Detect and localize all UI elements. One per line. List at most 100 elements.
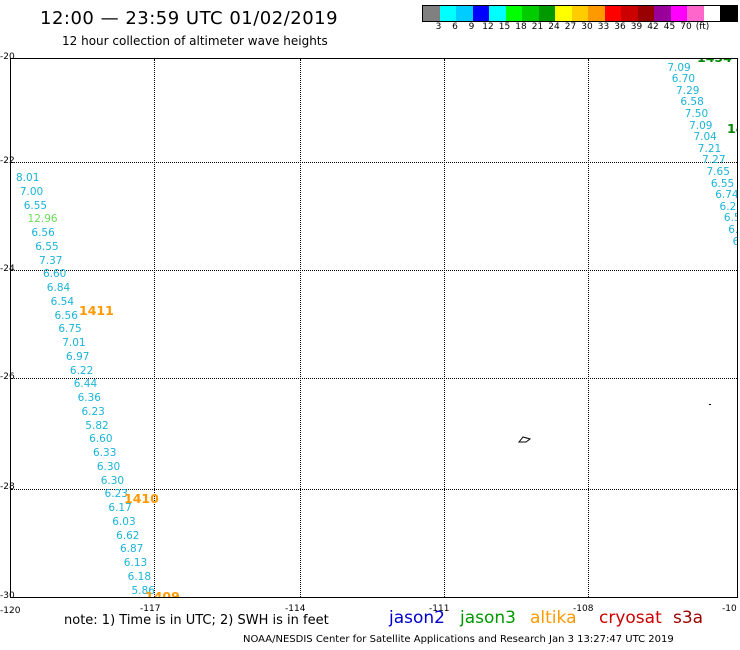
lon-tick-label: -10 (722, 604, 737, 614)
gridline-lat-22 (11, 162, 737, 163)
wave-height-value: 6.5 (728, 224, 738, 236)
color-swatch (604, 6, 621, 21)
wave-height-value: 6.54 (50, 295, 75, 308)
color-scale-label: 24 (548, 22, 560, 32)
time-label-14: 14 (727, 121, 737, 136)
wave-height-value: 7.37 (39, 254, 63, 267)
color-swatch (621, 6, 638, 21)
gridline-lon-114 (300, 59, 301, 597)
wave-height-value: 6.30 (96, 460, 121, 473)
footer-note: note: 1) Time is in UTC; 2) SWH is in fe… (64, 613, 329, 628)
wave-height-value: 12.96 (27, 213, 58, 226)
satellite-legend-s3a: s3a (673, 608, 704, 628)
color-swatch (588, 6, 605, 21)
color-scale-label: 30 (581, 22, 593, 32)
color-scale-label: (ft) (695, 22, 710, 32)
gridline-lon-111 (444, 59, 445, 597)
color-scale-label: 18 (515, 22, 527, 32)
wave-height-value: 7.27 (702, 154, 726, 167)
time-label-1411: 1411 (79, 303, 114, 318)
gridline-lon-108 (588, 59, 589, 597)
island-outline (517, 436, 532, 443)
lat-tick-label: -30 (0, 591, 15, 601)
color-swatch (538, 6, 555, 21)
wave-height-value: 6.62 (116, 529, 140, 542)
color-swatch (720, 6, 737, 21)
color-swatch (703, 6, 720, 21)
color-swatch (456, 6, 473, 21)
wave-height-value: 6 (733, 236, 737, 248)
satellite-legend-jason2: jason2 (389, 608, 445, 628)
wave-height-value: 7.09 (689, 119, 713, 132)
color-swatch (637, 6, 654, 21)
map-subtitle: 12 hour collection of altimeter wave hei… (62, 34, 328, 48)
satellite-legend-altika: altika (530, 608, 577, 628)
wave-height-value: 6.30 (100, 474, 125, 487)
gridline-lat-26 (11, 378, 737, 379)
lat-tick-label: -24 (0, 264, 15, 274)
lat-tick-label: -28 (0, 482, 15, 492)
wave-height-value: 8.01 (16, 172, 40, 184)
wave-height-value: 6.55 (710, 177, 735, 190)
color-scale-label: 12 (482, 22, 494, 32)
gridline-lon-117 (154, 59, 155, 597)
wave-height-value: 6.18 (127, 570, 152, 583)
color-scale-label: 3 (435, 22, 442, 32)
lat-tick-label: -26 (0, 372, 15, 382)
wave-height-value: 6.33 (93, 447, 117, 459)
color-scale-label: 21 (531, 22, 544, 32)
wave-height-value: 6.23 (104, 488, 128, 501)
lat-tick-label: -22 (0, 156, 15, 166)
map-plot-area: 8.01 7.00 6.55 12.96 6.56 6.55 7.37 6.60 6.84 6.5… (10, 58, 738, 598)
color-scale-label: 33 (597, 22, 610, 32)
wave-height-color-scale (422, 5, 738, 22)
wave-height-value: 6.58 (680, 96, 704, 109)
wave-height-value: 5.82 (85, 419, 109, 432)
color-swatch (555, 6, 572, 21)
color-swatch (670, 6, 687, 21)
color-swatch (489, 6, 506, 21)
wave-height-value: 6.84 (46, 282, 71, 294)
wave-height-value: 6.03 (112, 515, 136, 528)
wave-height-value: 6.70 (671, 73, 696, 86)
lon-tick-label: -117 (140, 604, 161, 614)
color-scale-label: 70 (680, 22, 692, 32)
lat-tick-label: -20 (0, 52, 15, 62)
map-title: 12:00 — 23:59 UTC 01/02/2019 (40, 8, 339, 29)
color-scale-label: 42 (647, 22, 659, 32)
color-swatch (522, 6, 539, 21)
wave-height-value: 7.21 (697, 142, 722, 155)
wave-height-value: 7.01 (62, 337, 86, 349)
island-dot (709, 404, 711, 405)
credit-line: NOAA/NESDIS Center for Satellite Applica… (243, 634, 674, 645)
wave-height-value: 6.75 (58, 323, 82, 336)
wave-height-value: 7.50 (684, 108, 709, 120)
wave-height-value: 7.09 (667, 61, 691, 74)
color-scale-label: 27 (564, 22, 577, 32)
lon-tick-label: -108 (573, 604, 594, 614)
wave-height-value: 6.56 (31, 227, 55, 239)
color-swatch (654, 6, 671, 21)
wave-height-value: 5.86 (131, 584, 155, 597)
gridline-lat-28 (11, 489, 737, 490)
wave-height-value: 6.56 (54, 309, 78, 322)
color-swatch (439, 6, 456, 21)
color-swatch (505, 6, 522, 21)
wave-height-value: 6.42 (663, 59, 686, 62)
color-swatch (423, 6, 440, 21)
color-scale-label: 45 (663, 22, 676, 32)
wave-height-value: 6.44 (73, 378, 98, 391)
time-label-1454: 1454 (697, 59, 732, 65)
color-scale-label: 9 (468, 22, 475, 32)
wave-height-value: 6.97 (66, 350, 90, 363)
wave-height-value: 7.29 (676, 84, 700, 97)
color-swatch (687, 6, 704, 21)
wave-height-value: 6 (737, 247, 738, 259)
wave-height-value: 6.87 (119, 543, 144, 556)
color-scale-label: 15 (498, 22, 511, 32)
satellite-legend-cryosat: cryosat (599, 608, 662, 628)
lon-tick-label: -111 (429, 604, 450, 614)
lon-tick-label: -114 (285, 604, 306, 614)
satellite-legend-jason3: jason3 (460, 608, 516, 628)
wave-height-value: 7.00 (19, 185, 44, 198)
